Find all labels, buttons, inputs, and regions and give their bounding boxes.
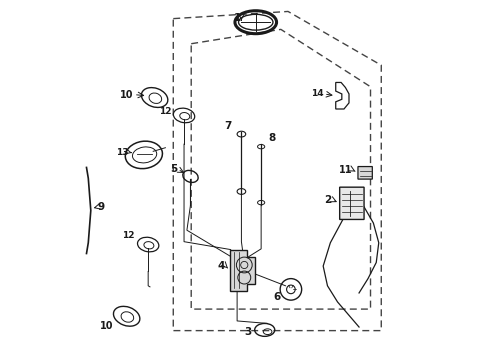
Text: 11: 11 [339, 165, 353, 175]
Text: 7: 7 [224, 121, 231, 131]
Text: 9: 9 [98, 202, 105, 212]
Text: 6: 6 [273, 292, 280, 302]
FancyBboxPatch shape [358, 167, 372, 179]
Text: 12: 12 [122, 231, 135, 240]
Text: 12: 12 [159, 107, 171, 116]
Text: 10: 10 [99, 321, 113, 331]
Text: 8: 8 [269, 133, 275, 143]
Text: 2: 2 [324, 195, 332, 205]
Text: 5: 5 [171, 164, 177, 174]
Text: 3: 3 [244, 327, 251, 337]
Text: 4: 4 [218, 261, 225, 271]
Text: 13: 13 [116, 148, 128, 157]
Text: 1: 1 [233, 13, 241, 23]
Polygon shape [230, 249, 255, 291]
Text: 14: 14 [311, 89, 324, 98]
Text: 10: 10 [121, 90, 134, 100]
FancyBboxPatch shape [340, 187, 364, 220]
